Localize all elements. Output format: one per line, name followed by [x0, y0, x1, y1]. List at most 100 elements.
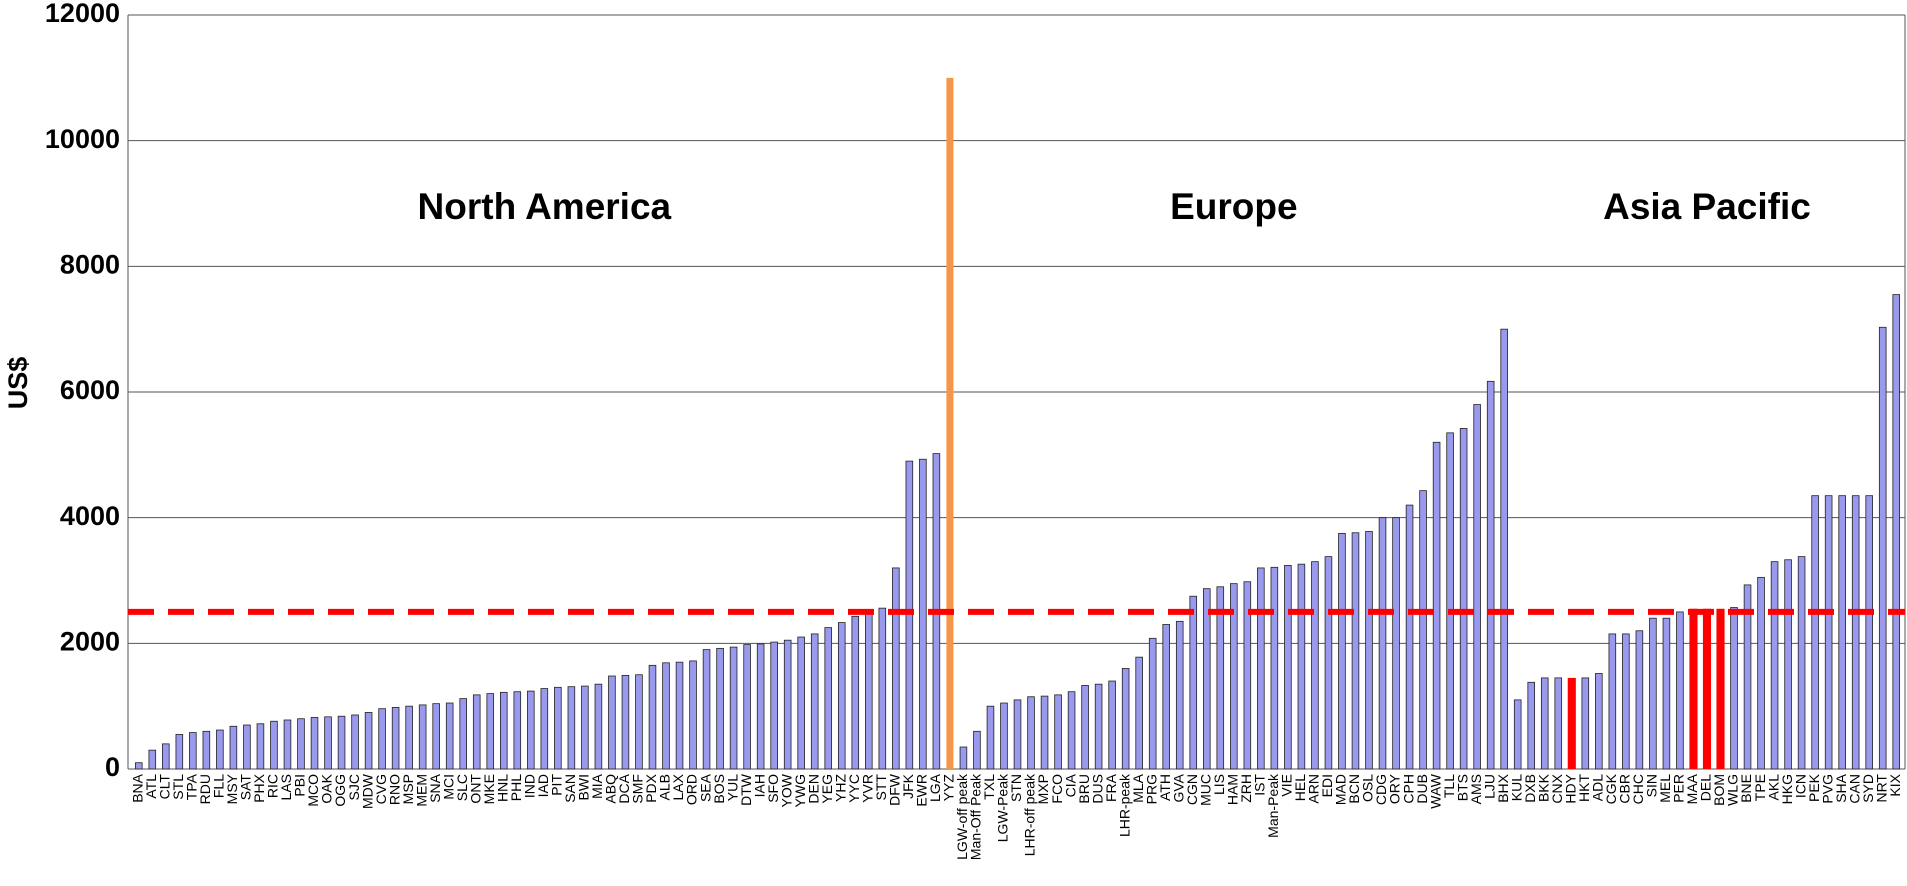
bar [1230, 583, 1238, 770]
y-tick-label: 8000 [60, 249, 120, 279]
bar [1202, 588, 1211, 770]
bar [1297, 563, 1306, 770]
bar [1784, 559, 1792, 770]
x-tick-label: BOS [711, 774, 727, 804]
x-tick-label: OSL [1360, 774, 1376, 802]
bar [256, 723, 265, 770]
bar [1743, 584, 1752, 770]
bar [1446, 432, 1454, 770]
x-tick-label: HNL [494, 774, 510, 802]
bar [364, 712, 373, 770]
x-tick-label: IAH [751, 774, 767, 797]
x-tick-label: DEN [805, 774, 821, 804]
x-tick-label: MAD [1333, 774, 1349, 805]
bar [581, 685, 589, 770]
x-tick-label: ATH [1157, 774, 1173, 801]
bar [743, 644, 751, 770]
x-tick-label: ALB [657, 774, 673, 800]
x-tick-label: STN [1008, 774, 1024, 802]
bar [270, 720, 278, 770]
bar [1689, 608, 1698, 769]
x-tick-label: IND [522, 774, 538, 798]
bar [283, 719, 292, 770]
bar [216, 729, 224, 770]
x-tick-label: PRG [1143, 774, 1159, 804]
x-tick-label: ICN [1792, 774, 1808, 798]
bar [1054, 694, 1062, 770]
bar [1257, 567, 1265, 770]
y-tick-label: 4000 [60, 501, 120, 531]
bar [1595, 673, 1603, 770]
x-tick-label: YYC [846, 774, 862, 803]
x-tick-label: GVA [1170, 773, 1186, 802]
x-tick-label: ARN [1306, 774, 1322, 804]
bar [1311, 561, 1319, 770]
x-tick-label: DFW [887, 773, 903, 806]
bar [513, 691, 522, 770]
x-tick-label: BNE [1738, 774, 1754, 803]
bar [770, 641, 778, 770]
bar [432, 703, 440, 770]
bar [554, 686, 562, 770]
x-tick-label: MCI [440, 774, 456, 800]
x-tick-label: HKG [1779, 774, 1795, 804]
x-tick-label: EWR [914, 774, 930, 807]
bar [1135, 656, 1143, 770]
x-tick-label: TXL [981, 774, 997, 800]
x-tick-label: CVG [373, 774, 389, 804]
bar [1892, 294, 1901, 770]
x-tick-label: CPH [1400, 774, 1416, 804]
x-tick-label: ADL [1590, 774, 1606, 801]
x-tick-label: SHA [1833, 773, 1849, 802]
x-tick-label: STT [873, 774, 889, 801]
bar [1405, 504, 1414, 770]
x-tick-label: Man-Off Peak [968, 773, 984, 860]
x-tick-label: MEL [1657, 774, 1673, 803]
bar [1094, 683, 1103, 770]
bar [635, 674, 643, 770]
bar [1662, 617, 1671, 770]
bar [1513, 699, 1522, 770]
x-tick-label: YUL [724, 774, 740, 801]
bar [1013, 699, 1022, 770]
x-tick-label: MEM [413, 774, 429, 807]
y-axis-title: US$ [3, 357, 33, 410]
x-tick-label: NRT [1873, 774, 1889, 803]
bar [1189, 595, 1198, 770]
x-tick-label: FLL [211, 774, 227, 798]
bar [1419, 490, 1427, 770]
x-tick-label: PIT [549, 774, 565, 796]
bar [175, 734, 184, 770]
bar [134, 762, 143, 770]
bar [1649, 617, 1657, 770]
x-tick-label: YHZ [832, 774, 848, 802]
x-tick-label: SIN [1644, 774, 1660, 797]
x-tick-label: MSP [400, 774, 416, 804]
x-tick-label: CHC [1630, 774, 1646, 804]
bar [1540, 677, 1549, 770]
bar [756, 643, 765, 770]
x-tick-label: PDX [643, 773, 659, 802]
bar [1608, 633, 1617, 770]
x-tick-label: HEL [1292, 774, 1308, 801]
x-tick-label: BOM [1711, 774, 1727, 806]
x-tick-label: STL [170, 774, 186, 800]
bar [1365, 531, 1373, 770]
bar [472, 694, 481, 770]
x-tick-label: KUL [1508, 774, 1524, 801]
x-tick-label: CNX [1549, 773, 1565, 803]
x-tick-label: HKT [1576, 774, 1592, 802]
bar [148, 749, 157, 770]
x-tick-label: ATL [143, 774, 159, 799]
bar [621, 674, 630, 770]
x-tick-label: SEA [697, 773, 713, 802]
group-label: Asia Pacific [1603, 186, 1811, 227]
bar [1581, 677, 1590, 770]
x-tick-label: DXB [1522, 774, 1538, 803]
bar [486, 693, 495, 770]
x-tick-label: PHX [251, 773, 267, 802]
x-tick-label: AKL [1765, 774, 1781, 801]
x-tick-label: CGK [1603, 773, 1619, 804]
bar [797, 636, 805, 770]
